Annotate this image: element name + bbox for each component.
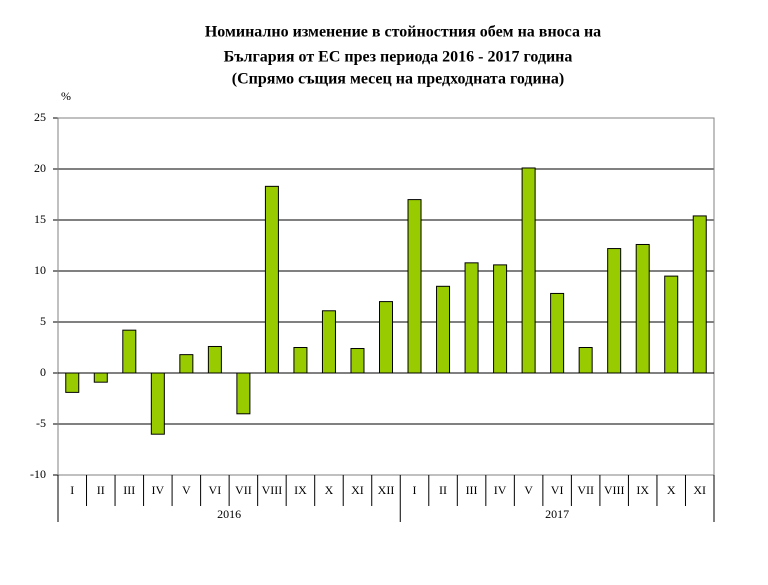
x-tick-label: VI [209,483,222,497]
x-tick-label: III [123,483,135,497]
x-tick-label: III [466,483,478,497]
x-tick-label: XI [693,483,706,497]
bar [179,354,194,374]
x-tick-label: IX [294,483,307,497]
bar [578,347,593,374]
bar [293,347,308,374]
bar [321,310,336,374]
x-tick-label: XII [378,483,395,497]
bar [65,372,80,393]
group-label: 2017 [545,507,569,521]
bar [607,248,622,374]
y-tick-label: 25 [34,110,46,124]
x-tick-label: IV [494,483,507,497]
y-tick-label: 0 [40,365,46,379]
x-tick-label: V [182,483,191,497]
x-tick-label: VII [235,483,252,497]
bar [207,345,222,374]
bar [692,215,707,374]
y-axis-label: % [61,89,71,103]
x-tick-label: VIII [262,483,283,497]
x-tick-label: I [413,483,417,497]
bar [436,285,451,374]
x-tick-label: X [667,483,676,497]
y-tick-label: 20 [34,161,46,175]
plot-border [57,117,715,476]
bar [521,167,536,374]
y-tick-label: 10 [34,263,46,277]
bar [464,262,479,374]
bar [350,348,365,374]
bar [550,292,565,374]
x-tick-label: IV [151,483,164,497]
x-tick-label: I [70,483,74,497]
y-tick-label: 15 [34,212,46,226]
chart-title: България от ЕС през периода 2016 - 2017 … [224,49,573,66]
bar [664,275,679,374]
x-tick-label: VIII [604,483,625,497]
bar [635,243,650,374]
bar [379,301,393,374]
y-tick-label: 5 [40,314,46,328]
x-tick-label: V [524,483,533,497]
x-tick-label: IX [636,483,649,497]
x-tick-label: II [97,483,105,497]
bar [150,372,165,435]
bar [493,264,508,374]
chart-title: Номинално изменение в стойностния обем н… [205,24,601,41]
bar [264,185,279,374]
bar [122,329,137,374]
group-label: 2016 [217,507,241,521]
bar [236,372,251,415]
chart-title: (Спрямо същия месец на предходната годин… [232,71,564,88]
x-tick-label: X [325,483,334,497]
bar [93,372,108,383]
x-tick-label: II [439,483,447,497]
x-tick-label: VII [577,483,594,497]
x-tick-label: XI [351,483,364,497]
y-tick-label: -10 [30,467,46,481]
y-tick-label: -5 [36,416,46,430]
x-tick-label: VI [551,483,564,497]
bar [407,199,422,374]
